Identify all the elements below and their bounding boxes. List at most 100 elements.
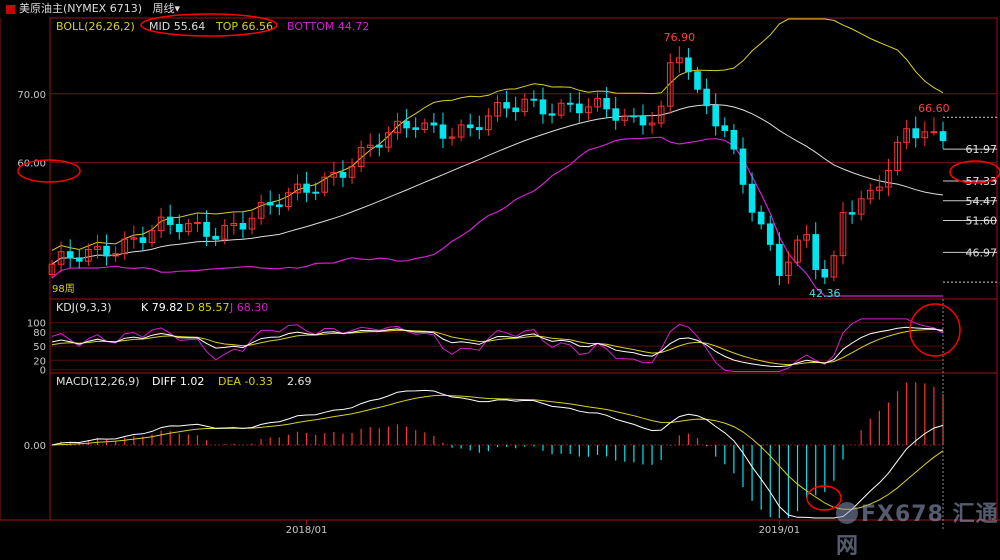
candle-body: [676, 57, 683, 64]
candle-body: [821, 268, 829, 278]
x-axis-label: 2019/01: [759, 525, 801, 536]
candle-body: [621, 115, 629, 121]
candle-body: [112, 253, 119, 257]
candle-body: [103, 245, 110, 257]
candle-body: [512, 107, 520, 113]
candle-body: [485, 115, 492, 131]
macd-legend-item: MACD(12,26,9): [56, 375, 140, 388]
price-level-label: 46.97: [966, 246, 998, 259]
stock-chart[interactable]: 70.00 60.00 76.90 42.36 66.60 61.97 57.33 54.47…: [0, 0, 1000, 537]
kdj-y-tick: 50: [33, 342, 46, 353]
annotation-circle-mid-top: [140, 13, 278, 37]
watermark-text: FX678 汇通网: [836, 502, 999, 559]
kdj-k-line: [51, 326, 944, 368]
candle-body: [148, 230, 156, 243]
candle-body: [385, 132, 392, 148]
period-selector[interactable]: 周线: [152, 2, 175, 15]
bar-count-label: 98周: [52, 283, 75, 295]
candle-body: [394, 120, 401, 134]
candle-body: [694, 71, 701, 90]
candle-body: [475, 127, 483, 131]
candle-body: [576, 103, 583, 114]
price-level-label: 57.33: [966, 175, 998, 188]
kdj-y-tick: 0: [40, 366, 46, 377]
macd-diff-line: [51, 389, 944, 519]
candle-body: [157, 216, 165, 232]
candle-body: [421, 122, 429, 130]
candle-body: [794, 239, 801, 263]
candle-body: [557, 102, 565, 116]
price-panel-frame: [49, 17, 998, 300]
candle-body: [648, 122, 656, 126]
candle-body: [75, 257, 83, 262]
candle-body: [457, 124, 465, 138]
candle-body: [212, 235, 219, 240]
candle-body: [530, 98, 538, 101]
candle-body: [494, 102, 501, 117]
candle-body: [830, 255, 838, 278]
annotation-circle-60: [17, 159, 81, 183]
boll-legend-item: MID 55.64: [149, 20, 205, 33]
candle-body: [939, 131, 947, 142]
watermark-logo-icon: [836, 502, 858, 524]
candle-body: [803, 234, 810, 241]
candle-body: [712, 105, 720, 127]
candle-body: [539, 99, 547, 115]
candle-body: [685, 57, 692, 73]
candle-body: [521, 98, 529, 113]
kdj-legend-item: K 79.82: [141, 301, 183, 314]
candle-body: [203, 221, 210, 237]
candle-body: [248, 217, 256, 230]
candle-body: [139, 237, 147, 243]
annotation-circle-57: [949, 160, 1000, 184]
candle-body: [130, 237, 138, 240]
candle-body: [857, 198, 865, 215]
candle-body: [739, 148, 747, 185]
candle-body: [430, 122, 438, 126]
boll-legend-item: TOP 66.56: [215, 20, 273, 33]
candle-body: [375, 144, 383, 148]
macd-dea-line: [51, 394, 944, 510]
candle-body: [585, 106, 592, 114]
candle-body: [839, 212, 847, 257]
kdj-y-tick: 20: [33, 356, 46, 367]
candle-body: [85, 248, 92, 262]
macd-legend-item: DEA -0.33: [218, 375, 273, 388]
candle-body: [166, 216, 174, 225]
candle-body: [185, 223, 192, 233]
kdj-legend-item: J 68.30: [229, 301, 268, 314]
candle-body: [594, 98, 601, 108]
candle-body: [121, 238, 129, 255]
candle-body: [703, 88, 710, 107]
candle-body: [321, 176, 329, 193]
candle-body: [348, 165, 356, 178]
candle-body: [876, 186, 883, 191]
candle-body: [194, 221, 201, 225]
candle-body: [866, 189, 874, 200]
candle-body: [294, 183, 301, 194]
kdj-legend-item: D 85.57: [186, 301, 229, 314]
price-level-label: 61.97: [966, 143, 998, 156]
candle-body: [175, 223, 183, 233]
boll-top-line: [51, 18, 944, 251]
kdj-j-line: [51, 318, 944, 372]
candle-body: [894, 141, 901, 171]
candle-body: [48, 263, 56, 276]
boll-legend-item: BOLL(26,26,2): [56, 20, 135, 33]
candle-body: [439, 124, 447, 139]
candle-body: [630, 115, 638, 118]
chevron-down-icon[interactable]: ▾: [174, 2, 181, 15]
instrument-name[interactable]: 美原油主(NYMEX 6713): [19, 2, 142, 15]
high-price-label: 76.90: [664, 31, 696, 44]
candle-body: [757, 211, 765, 225]
boll-legend-item: BOTTOM 44.72: [287, 20, 369, 33]
candle-body: [66, 251, 74, 259]
kdj-y-tick: 80: [33, 328, 46, 339]
candle-body: [921, 131, 929, 139]
candle-body: [221, 225, 229, 240]
candle-body: [566, 102, 574, 105]
candle-body: [785, 261, 792, 276]
candle-body: [776, 243, 783, 276]
boll-bottom-line: [51, 136, 943, 297]
recent-high-label: 66.60: [918, 102, 950, 115]
